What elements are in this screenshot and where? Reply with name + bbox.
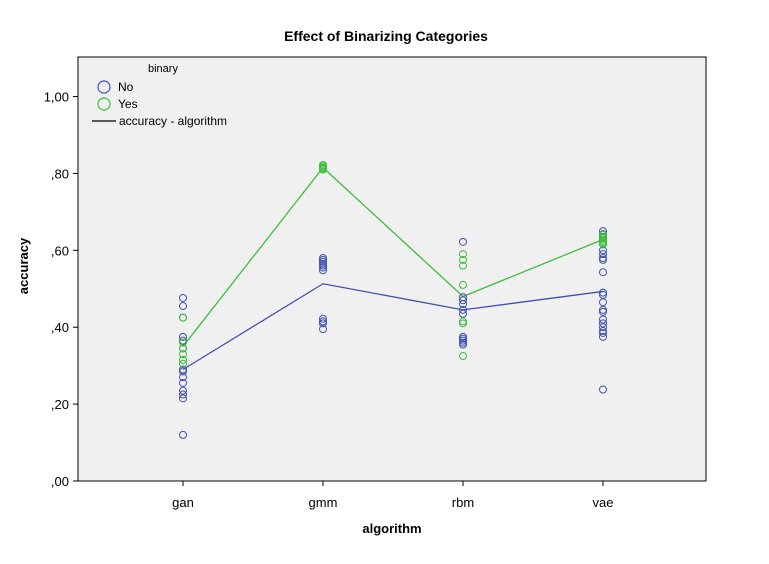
point-yes — [459, 250, 467, 259]
point-no — [599, 385, 607, 394]
point-no — [459, 340, 467, 349]
y-tick-label: ,20 — [51, 397, 69, 412]
point-yes — [459, 280, 467, 289]
point-no — [599, 315, 607, 324]
point-yes — [179, 350, 187, 359]
point-yes — [459, 255, 467, 264]
point-no — [599, 307, 607, 316]
point-no — [459, 296, 467, 305]
mean-lines — [182, 166, 604, 371]
point-yes — [459, 352, 467, 361]
point-no — [179, 302, 187, 311]
point-no — [599, 319, 607, 328]
point-yes — [179, 359, 187, 368]
point-no — [599, 323, 607, 332]
point-no — [179, 390, 187, 399]
x-tick-label-rbm: rbm — [452, 495, 474, 510]
legend-line-label: accuracy - algorithm — [119, 114, 227, 128]
y-axis-label: accuracy — [16, 237, 31, 294]
point-no — [599, 288, 607, 297]
legend-label-no: No — [118, 80, 134, 94]
point-yes — [459, 261, 467, 270]
point-no — [599, 255, 607, 264]
chart-title: Effect of Binarizing Categories — [284, 28, 488, 44]
point-no — [319, 314, 327, 323]
point-no — [459, 300, 467, 309]
legend-marker-yes — [97, 97, 111, 111]
point-no — [179, 373, 187, 382]
point-no — [459, 237, 467, 246]
point-no — [179, 386, 187, 395]
x-tick-label-gmm: gmm — [309, 495, 338, 510]
point-no — [179, 378, 187, 387]
axes: ,00 ,20 ,40 ,60 ,80 1,00 gan gmm rbm vae — [44, 90, 614, 511]
legend: binary No Yes accuracy - algorithm — [92, 63, 227, 128]
point-no — [179, 332, 187, 341]
point-no — [319, 319, 327, 328]
point-no — [179, 367, 187, 376]
y-tick-label: ,00 — [51, 474, 69, 489]
y-tick-label: 1,00 — [44, 90, 69, 105]
legend-label-yes: Yes — [118, 97, 138, 111]
point-no — [319, 325, 327, 334]
point-no — [459, 309, 467, 318]
point-no — [599, 268, 607, 277]
point-no — [459, 305, 467, 314]
mean-line-yes — [182, 166, 604, 347]
x-tick-label-gan: gan — [172, 495, 194, 510]
point-no — [319, 263, 327, 272]
legend-title: binary — [148, 63, 178, 75]
point-no — [179, 430, 187, 439]
mean-line-no — [182, 283, 604, 371]
data-points — [179, 160, 607, 439]
point-yes — [179, 344, 187, 353]
point-no — [599, 246, 607, 255]
point-yes — [459, 319, 467, 328]
point-no — [599, 250, 607, 259]
point-no — [599, 332, 607, 341]
y-tick-label: ,60 — [51, 243, 69, 258]
point-no — [179, 293, 187, 302]
point-no — [179, 394, 187, 403]
point-yes — [179, 338, 187, 347]
legend-marker-no — [97, 80, 111, 94]
x-axis-label: algorithm — [362, 521, 421, 536]
point-yes — [319, 165, 327, 174]
y-tick-label: ,80 — [51, 166, 69, 181]
x-tick-label-vae: vae — [593, 495, 614, 510]
point-yes — [179, 355, 187, 364]
point-no — [599, 298, 607, 307]
point-yes — [599, 240, 607, 249]
point-no — [599, 328, 607, 337]
point-no — [319, 266, 327, 275]
point-yes — [179, 313, 187, 322]
y-tick-label: ,40 — [51, 320, 69, 335]
